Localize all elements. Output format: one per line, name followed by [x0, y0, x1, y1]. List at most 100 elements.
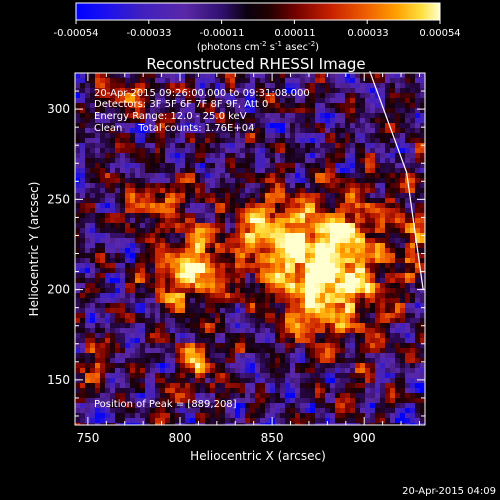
heatmap-cell	[260, 73, 265, 78]
heatmap-cell	[405, 108, 410, 113]
heatmap-cell	[360, 173, 365, 178]
heatmap-cell	[95, 198, 100, 203]
heatmap-cell	[255, 143, 260, 148]
heatmap-cell	[80, 318, 85, 323]
heatmap-cell	[300, 368, 305, 373]
heatmap-cell	[215, 328, 220, 333]
heatmap-cell	[110, 148, 115, 153]
heatmap-cell	[105, 418, 110, 423]
heatmap-cell	[265, 303, 270, 308]
heatmap-cell	[270, 223, 275, 228]
heatmap-cell	[75, 418, 80, 423]
heatmap-cell	[195, 403, 200, 408]
heatmap-cell	[385, 373, 390, 378]
heatmap-cell	[145, 203, 150, 208]
heatmap-cell	[115, 393, 120, 398]
heatmap-cell	[205, 408, 210, 413]
heatmap-cell	[240, 138, 245, 143]
heatmap-cell	[295, 383, 300, 388]
heatmap-cell	[235, 368, 240, 373]
heatmap-cell	[345, 353, 350, 358]
heatmap-cell	[305, 283, 310, 288]
heatmap-cell	[240, 368, 245, 373]
heatmap-cell	[305, 408, 310, 413]
heatmap-cell	[295, 98, 300, 103]
heatmap-cell	[285, 223, 290, 228]
heatmap-cell	[165, 73, 170, 78]
heatmap-cell	[370, 203, 375, 208]
heatmap-cell	[245, 338, 250, 343]
heatmap-cell	[100, 358, 105, 363]
heatmap-cell	[330, 188, 335, 193]
heatmap-cell	[315, 93, 320, 98]
heatmap-cell	[295, 78, 300, 83]
heatmap-cell	[190, 108, 195, 113]
heatmap-cell	[410, 113, 415, 118]
heatmap-cell	[365, 303, 370, 308]
heatmap-cell	[275, 158, 280, 163]
heatmap-cell	[115, 188, 120, 193]
heatmap-cell	[160, 148, 165, 153]
heatmap-cell	[300, 423, 305, 425]
heatmap-cell	[265, 253, 270, 258]
heatmap-cell	[170, 188, 175, 193]
heatmap-cell	[115, 203, 120, 208]
heatmap-cell	[275, 208, 280, 213]
heatmap-cell	[400, 113, 405, 118]
heatmap-cell	[175, 113, 180, 118]
heatmap-cell	[375, 103, 380, 108]
heatmap-cell	[90, 128, 95, 133]
heatmap-cell	[390, 263, 395, 268]
heatmap-cell	[230, 383, 235, 388]
heatmap-cell	[235, 293, 240, 298]
heatmap-cell	[170, 278, 175, 283]
heatmap-cell	[220, 333, 225, 338]
heatmap-cell	[100, 163, 105, 168]
heatmap-cell	[420, 138, 425, 143]
heatmap-cell	[75, 283, 80, 288]
heatmap-cell	[125, 313, 130, 318]
heatmap-cell	[135, 248, 140, 253]
heatmap-cell	[115, 273, 120, 278]
heatmap-cell	[165, 178, 170, 183]
heatmap-cell	[325, 298, 330, 303]
heatmap-cell	[370, 333, 375, 338]
heatmap-cell	[230, 103, 235, 108]
heatmap-cell	[85, 153, 90, 158]
heatmap-cell	[220, 183, 225, 188]
heatmap-cell	[220, 313, 225, 318]
heatmap-cell	[140, 323, 145, 328]
heatmap-cell	[235, 418, 240, 423]
heatmap-cell	[110, 268, 115, 273]
heatmap-cell	[185, 293, 190, 298]
heatmap-cell	[135, 98, 140, 103]
heatmap-cell	[280, 318, 285, 323]
heatmap-cell	[195, 413, 200, 418]
heatmap-cell	[305, 393, 310, 398]
heatmap-cell	[405, 208, 410, 213]
heatmap-cell	[90, 283, 95, 288]
heatmap-cell	[165, 83, 170, 88]
heatmap-cell	[160, 143, 165, 148]
heatmap-cell	[190, 248, 195, 253]
heatmap-cell	[315, 308, 320, 313]
heatmap-cell	[335, 223, 340, 228]
heatmap-cell	[110, 138, 115, 143]
heatmap-cell	[375, 383, 380, 388]
heatmap-cell	[140, 188, 145, 193]
heatmap-cell	[310, 403, 315, 408]
heatmap-cell	[240, 288, 245, 293]
heatmap-cell	[95, 403, 100, 408]
heatmap-cell	[285, 233, 290, 238]
heatmap-cell	[250, 98, 255, 103]
heatmap-cell	[225, 168, 230, 173]
heatmap-cell	[195, 153, 200, 158]
heatmap-cell	[225, 353, 230, 358]
heatmap-cell	[305, 103, 310, 108]
heatmap-cell	[340, 103, 345, 108]
heatmap-cell	[165, 88, 170, 93]
heatmap-cell	[265, 108, 270, 113]
heatmap-cell	[355, 248, 360, 253]
heatmap-cell	[325, 388, 330, 393]
heatmap-cell	[100, 203, 105, 208]
